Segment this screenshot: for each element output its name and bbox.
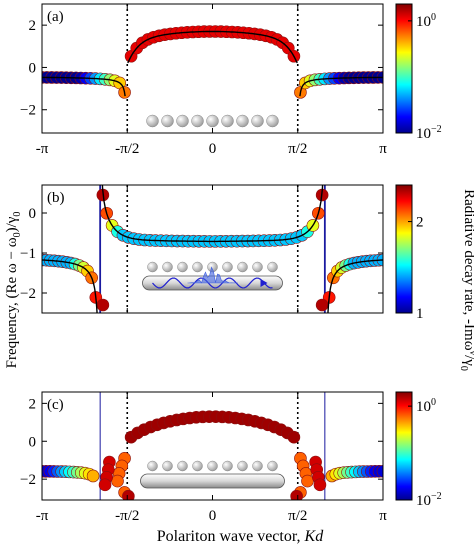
x-tick-label: π <box>379 508 387 524</box>
y-tick-label: 2 <box>29 396 37 412</box>
x-tick-label: -π <box>36 141 49 157</box>
atom-icon <box>266 114 279 128</box>
y-tick-label: −2 <box>20 472 36 488</box>
polariton-mode-marker <box>313 478 327 492</box>
atom-icon <box>237 261 248 273</box>
panel-label: (b) <box>47 190 65 206</box>
polariton-mode-marker <box>315 298 329 312</box>
colorbar <box>395 184 413 314</box>
y-tick-label: −2 <box>20 286 36 302</box>
x-tick-label: π <box>379 141 387 157</box>
atom-icon <box>207 460 218 472</box>
polariton-mode-marker <box>122 489 135 500</box>
polariton-mode-marker <box>86 469 100 483</box>
panel-3: −2 0 2 -π -π/2 0 π/2 π (c) 100 10−2 <box>20 391 442 524</box>
polariton-mode-marker <box>111 474 124 488</box>
dispersion-curve <box>101 185 324 243</box>
atom-icon <box>237 460 248 472</box>
dispersion-curve <box>42 76 126 97</box>
panel-2: −2 −1 0 (b) 2 1 <box>20 184 424 322</box>
atom-icon <box>162 261 173 273</box>
x-tick-label: π/2 <box>288 141 307 157</box>
atom-icon <box>162 460 173 472</box>
y-tick-label: 0 <box>29 434 37 450</box>
atom-icon <box>267 261 278 273</box>
polariton-mode-marker <box>287 430 301 444</box>
panel-label: (c) <box>47 397 64 413</box>
atom-icon <box>206 114 219 128</box>
y-axis-label: Frequency, (Re ω − ω0)/γ0 <box>4 212 23 369</box>
polariton-mode-marker <box>290 489 303 500</box>
x-tick-label: -π <box>36 508 49 524</box>
dispersion-curve <box>42 259 98 313</box>
atom-icon <box>192 460 203 472</box>
colorbar <box>395 3 413 134</box>
x-tick-label: -π/2 <box>115 508 139 524</box>
y-tick-label: 0 <box>29 206 37 222</box>
colorbar-tick-label: 100 <box>416 397 436 415</box>
dispersion-curve <box>127 30 298 64</box>
y-tick-label: −2 <box>20 103 36 119</box>
colorbar-tick-label: 10−2 <box>416 124 442 142</box>
y-tick-label: −1 <box>20 246 36 262</box>
atom-icon <box>147 261 158 273</box>
y-tick-label: 0 <box>29 60 37 76</box>
atom-icon <box>177 261 188 273</box>
colorbar-tick-label: 2 <box>416 215 424 231</box>
dispersion-curve <box>327 259 383 313</box>
y-tick-label: 2 <box>29 18 37 34</box>
polariton-mode-marker <box>98 478 112 492</box>
plot-area <box>42 4 383 133</box>
axes-frame <box>41 3 384 134</box>
arrow-icon <box>260 279 268 287</box>
plot-area <box>42 392 383 500</box>
atom-icon <box>176 114 189 128</box>
atom-icon <box>146 114 159 128</box>
colorbar-tick-label: 100 <box>416 12 436 30</box>
atom-icon <box>191 114 204 128</box>
colorbar-tick-label: 1 <box>416 306 424 322</box>
panel-label: (a) <box>47 9 64 25</box>
polariton-mode-marker <box>301 474 314 488</box>
atom-icon <box>221 114 234 128</box>
atom-icon <box>161 114 174 128</box>
dispersion-curve <box>299 76 383 97</box>
atom-icon <box>236 114 249 128</box>
x-axis-label: Polariton wave vector, Kd <box>157 528 324 545</box>
atom-icon <box>147 460 158 472</box>
polariton-mode-marker <box>376 464 383 478</box>
panel-1: −2 0 2 -π -π/2 0 π/2 π (a) 100 10−2 <box>20 3 442 157</box>
wave-icon <box>152 277 273 289</box>
atom-icon <box>222 460 233 472</box>
atom-icon <box>222 261 233 273</box>
x-tick-label: -π/2 <box>115 141 139 157</box>
x-tick-label: 0 <box>209 508 217 524</box>
plot-area <box>42 185 383 313</box>
x-tick-label: π/2 <box>288 508 307 524</box>
atom-icon <box>252 460 263 472</box>
atom-icon <box>252 261 263 273</box>
x-tick-label: 0 <box>209 141 217 157</box>
waveguide-icon <box>140 473 285 489</box>
atom-icon <box>251 114 264 128</box>
wavepacket-icon <box>187 266 238 284</box>
atom-icon <box>192 261 203 273</box>
colorbar-label: Radiative decay rate, -Imων/γ0 <box>458 189 474 371</box>
colorbar-tick-label: 10−2 <box>416 491 442 509</box>
colorbar <box>395 391 413 501</box>
atom-icon <box>177 460 188 472</box>
atom-icon <box>267 460 278 472</box>
polariton-mode-marker <box>96 298 110 312</box>
